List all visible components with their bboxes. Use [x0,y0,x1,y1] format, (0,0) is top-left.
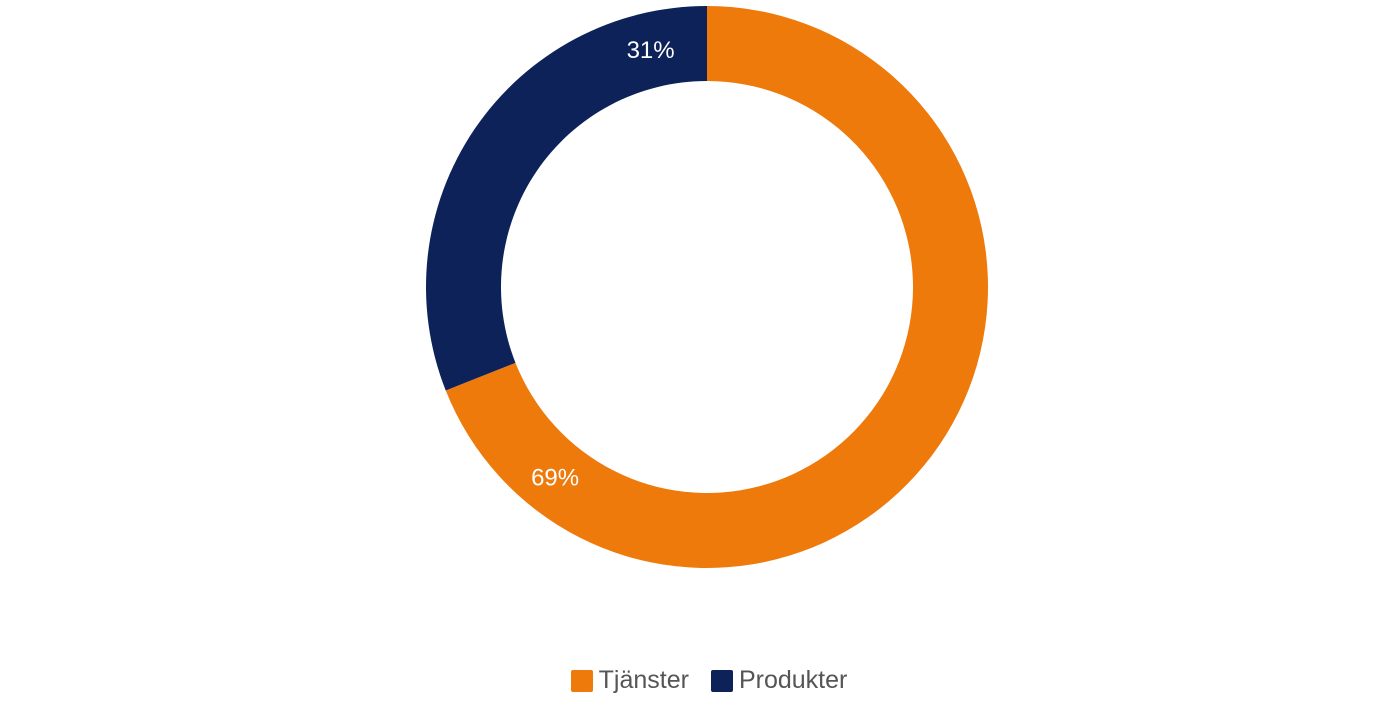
donut-slice-produkter[interactable] [426,6,707,391]
data-label: 31% [627,37,675,64]
data-label: 69% [531,464,579,491]
legend-item-tjanster[interactable]: Tjänster [570,666,689,695]
legend-label: Tjänster [598,666,689,694]
legend-swatch-tjanster [570,669,593,692]
legend-item-produkter[interactable]: Produkter [710,666,848,695]
legend-label: Produkter [738,666,848,694]
donut-chart: 69% 31% [426,6,989,569]
legend-swatch-produkter [710,669,733,692]
legend: Tjänster Produkter [0,666,1380,695]
